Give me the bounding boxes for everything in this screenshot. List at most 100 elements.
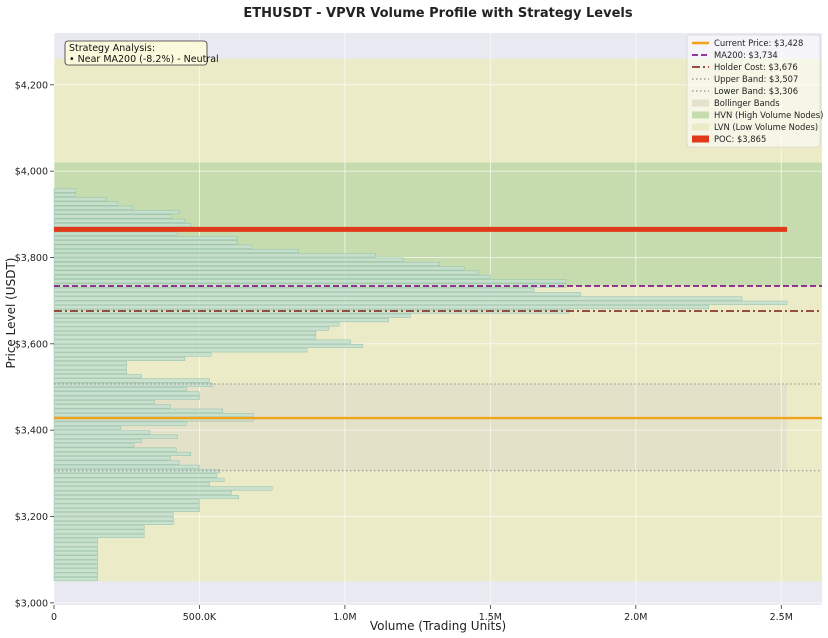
annotation-line: • Near MA200 (-8.2%) - Neutral (69, 54, 219, 65)
volume-bar (54, 344, 362, 348)
volume-bar (54, 357, 185, 361)
volume-bar (54, 413, 253, 417)
volume-bar (54, 249, 298, 253)
legend-label: Holder Cost: $3,676 (714, 62, 798, 72)
legend: Current Price: $3,428 MA200: $3,734 Holder… (687, 35, 823, 147)
volume-bar (54, 465, 199, 469)
volume-bar (54, 387, 186, 391)
x-tick-label: 1.0M (333, 612, 356, 623)
volume-bar (54, 232, 178, 236)
volume-bar (54, 526, 144, 530)
volume-bar (54, 353, 211, 357)
legend-label: Current Price: $3,428 (714, 38, 803, 48)
y-tick-label: $3,000 (15, 598, 48, 609)
volume-bar (54, 573, 98, 577)
legend-swatch (692, 112, 709, 119)
volume-bar (54, 305, 709, 309)
legend-label: Bollinger Bands (714, 98, 780, 108)
volume-bar (54, 323, 339, 327)
volume-bar (54, 327, 329, 331)
legend-swatch (692, 100, 709, 107)
volume-bar (54, 504, 199, 508)
legend-label: POC: $3,865 (714, 134, 766, 144)
x-tick-label: 500.0K (183, 612, 217, 623)
volume-bar (54, 426, 121, 430)
volume-bar (54, 193, 76, 197)
volume-bar (54, 275, 490, 279)
volume-bar (54, 219, 185, 223)
volume-bar (54, 331, 316, 335)
volume-bar (54, 383, 213, 387)
volume-bar (54, 366, 127, 370)
y-tick-label: $4,000 (15, 167, 48, 178)
y-axis: $3,000$3,200$3,400$3,600$3,800$4,000$4,2… (15, 80, 54, 609)
volume-bar (54, 279, 566, 283)
volume-bar (54, 206, 133, 210)
y-tick-label: $3,600 (15, 339, 48, 350)
volume-bar (54, 521, 173, 525)
volume-bar (54, 487, 272, 491)
volume-bar (54, 223, 191, 227)
volume-bar (54, 318, 389, 322)
y-tick-label: $3,400 (15, 426, 48, 437)
volume-bar (54, 452, 191, 456)
volume-bar (54, 530, 144, 534)
volume-bar (54, 409, 223, 413)
chart-title: ETHUSDT - VPVR Volume Profile with Strat… (243, 6, 632, 21)
volume-bar (54, 564, 98, 568)
volume-bar (54, 431, 150, 435)
volume-bar (54, 379, 210, 383)
legend-label: HVN (High Volume Nodes) (714, 110, 823, 120)
volume-bar (54, 314, 410, 318)
volume-bar (54, 288, 534, 292)
volume-bar (54, 297, 742, 301)
volume-bar (54, 491, 231, 495)
volume-bar (54, 258, 403, 262)
volume-bar (54, 349, 307, 353)
volume-bar (54, 543, 98, 547)
x-tick-label: 0 (51, 612, 57, 623)
y-tick-label: $3,800 (15, 253, 48, 264)
y-tick-label: $4,200 (15, 80, 48, 91)
volume-bar (54, 534, 144, 538)
volume-bar (54, 547, 98, 551)
volume-bar (54, 538, 98, 542)
volume-bar (54, 271, 479, 275)
x-axis-label: Volume (Trading Units) (370, 619, 506, 633)
volume-bar (54, 396, 199, 400)
volume-bar (54, 478, 224, 482)
volume-bar (54, 254, 375, 258)
volume-bar (54, 517, 173, 521)
volume-bar (54, 189, 76, 193)
volume-bar (54, 374, 141, 378)
volume-bar (54, 405, 170, 409)
volume-bar (54, 262, 439, 266)
volume-bar (54, 482, 210, 486)
strategy-annotation: Strategy Analysis: • Near MA200 (-8.2%) … (65, 41, 219, 65)
volume-bar (54, 569, 98, 573)
volume-bar (54, 292, 581, 296)
x-tick-label: 2.0M (624, 612, 647, 623)
volume-bar (54, 336, 316, 340)
volume-bar (54, 577, 98, 581)
volume-bar (54, 301, 787, 305)
volume-bar (54, 400, 154, 404)
legend-label: MA200: $3,734 (714, 50, 778, 60)
volume-bar (54, 210, 179, 214)
volume-bar (54, 474, 217, 478)
volume-bar (54, 245, 252, 249)
x-tick-label: 2.5M (770, 612, 793, 623)
volume-bar (54, 495, 239, 499)
legend-label: LVN (Low Volume Nodes) (714, 122, 818, 132)
volume-bar (54, 444, 134, 448)
volume-bar (54, 215, 172, 219)
legend-label: Upper Band: $3,507 (714, 74, 798, 84)
volume-bar (54, 197, 106, 201)
volume-bar (54, 556, 98, 560)
legend-label: Lower Band: $3,306 (714, 86, 798, 96)
volume-bar (54, 560, 98, 564)
volume-bar (54, 236, 237, 240)
volume-bar (54, 461, 179, 465)
legend-swatch (692, 136, 709, 143)
